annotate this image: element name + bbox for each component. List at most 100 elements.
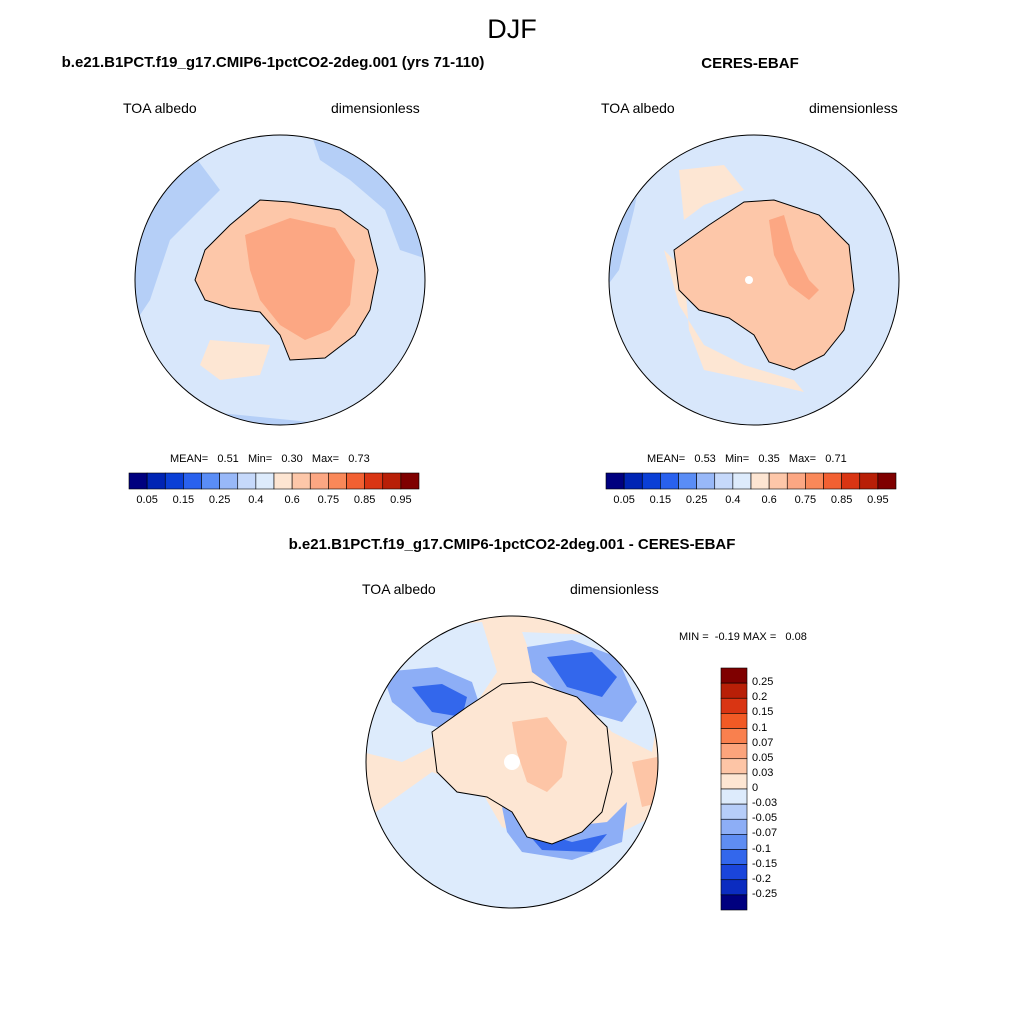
colorbar-label: 0.15 <box>172 494 195 506</box>
colorbar-swatch <box>678 472 697 490</box>
colorbar-swatch <box>732 472 752 490</box>
colorbar-swatch <box>309 472 329 490</box>
colorbar-swatch <box>146 472 166 490</box>
colorbar-label: -0.25 <box>752 887 778 900</box>
colorbar-swatch <box>623 472 643 490</box>
panel-1-stats: MEAN= 0.51 Min= 0.30 Max= 0.73 <box>170 453 370 465</box>
panel-2-map <box>608 134 900 426</box>
colorbar-swatch <box>255 472 275 490</box>
panel-2-colorbar-labels: 0.05 0.15 0.25 0.4 0.6 0.75 0.85 0.95 <box>605 494 897 508</box>
colorbar-label: -0.2 <box>752 872 771 885</box>
colorbar-swatch <box>823 472 842 490</box>
colorbar-swatch <box>720 773 748 790</box>
colorbar-swatch <box>273 472 293 490</box>
colorbar-swatch <box>768 472 788 490</box>
colorbar-swatch <box>400 472 420 490</box>
colorbar-label: 0.25 <box>752 676 774 689</box>
colorbar-label: 0.95 <box>867 494 889 506</box>
panel-2-units: dimensionless <box>809 100 898 116</box>
colorbar-swatch <box>237 472 257 490</box>
panel-2-variable: TOA albedo <box>601 100 675 116</box>
panel-2-colorbar <box>605 472 897 490</box>
colorbar-label: 0.85 <box>830 494 853 506</box>
panel-3-title: b.e21.B1PCT.f19_g17.CMIP6-1pctCO2-2deg.0… <box>288 536 736 553</box>
colorbar-swatch <box>382 472 402 490</box>
colorbar-label: 0.03 <box>752 766 774 779</box>
colorbar-swatch <box>720 697 748 714</box>
panel-3-units: dimensionless <box>570 581 659 597</box>
colorbar-label: 0.4 <box>248 494 264 506</box>
panel-1-map <box>134 134 426 426</box>
colorbar-swatch <box>859 472 879 490</box>
colorbar-swatch <box>720 879 748 896</box>
panel-1-title: b.e21.B1PCT.f19_g17.CMIP6-1pctCO2-2deg.0… <box>61 54 485 71</box>
colorbar-label: 0.95 <box>390 494 412 506</box>
colorbar-swatch <box>641 472 661 490</box>
panel-3-colorbar-labels: 0.25 0.2 0.15 0.1 0.07 0.05 0.03 0 -0.03 -0.05 -0.… <box>752 667 812 911</box>
colorbar-swatch <box>720 803 748 820</box>
panel-1-variable: TOA albedo <box>123 100 197 116</box>
colorbar-label: -0.15 <box>752 857 778 870</box>
colorbar-swatch <box>291 472 311 490</box>
colorbar-swatch <box>660 472 679 490</box>
colorbar-label: 0.25 <box>208 494 231 506</box>
colorbar-label: 0.15 <box>649 494 672 506</box>
colorbar-swatch <box>720 758 748 775</box>
colorbar-swatch <box>720 818 748 835</box>
panel-1-colorbar <box>128 472 420 490</box>
colorbar-label: 0.2 <box>752 691 768 704</box>
colorbar-swatch <box>720 849 748 865</box>
colorbar-label: 0.25 <box>685 494 708 506</box>
colorbar-label: -0.1 <box>752 842 771 855</box>
colorbar-label: 0.85 <box>353 494 376 506</box>
panel-2-title: CERES-EBAF <box>701 55 799 72</box>
colorbar-label: 0.75 <box>794 494 817 506</box>
colorbar-swatch <box>346 472 365 490</box>
colorbar-label: 0.75 <box>317 494 340 506</box>
colorbar-label: 0.6 <box>284 494 300 506</box>
colorbar-swatch <box>786 472 806 490</box>
panel-3-stats: MIN = -0.19 MAX = 0.08 <box>679 631 807 643</box>
colorbar-swatch <box>720 894 748 911</box>
colorbar-swatch <box>877 472 897 490</box>
colorbar-swatch <box>841 472 861 490</box>
colorbar-label: 0.4 <box>725 494 741 506</box>
panel-1-colorbar-labels: 0.05 0.15 0.25 0.4 0.6 0.75 0.85 0.95 <box>128 494 420 508</box>
colorbar-label: -0.03 <box>752 797 778 810</box>
panel-3-variable: TOA albedo <box>362 581 436 597</box>
colorbar-swatch <box>720 667 748 684</box>
colorbar-label: 0.05 <box>136 494 158 506</box>
colorbar-swatch <box>805 472 824 490</box>
colorbar-label: 0.07 <box>752 736 774 749</box>
colorbar-label: 0.15 <box>752 706 774 719</box>
colorbar-swatch <box>720 682 748 699</box>
colorbar-label: 0.05 <box>752 751 774 764</box>
colorbar-swatch <box>605 472 625 490</box>
colorbar-label: 0.6 <box>761 494 777 506</box>
panel-3-colorbar <box>720 667 748 911</box>
panel-1-units: dimensionless <box>331 100 420 116</box>
colorbar-swatch <box>164 472 184 490</box>
colorbar-swatch <box>720 864 748 881</box>
colorbar-swatch <box>720 788 748 805</box>
colorbar-swatch <box>720 834 748 850</box>
colorbar-swatch <box>128 472 148 490</box>
colorbar-swatch <box>750 472 770 490</box>
colorbar-swatch <box>201 472 220 490</box>
colorbar-swatch <box>364 472 384 490</box>
colorbar-label: 0.1 <box>752 721 768 734</box>
colorbar-label: -0.07 <box>752 827 778 840</box>
colorbar-label: 0 <box>752 782 759 794</box>
panel-3-map <box>365 615 659 909</box>
colorbar-swatch <box>720 713 748 729</box>
colorbar-label: 0.05 <box>613 494 635 506</box>
figure-title: DJF <box>487 14 537 44</box>
colorbar-swatch <box>328 472 347 490</box>
colorbar-swatch <box>720 743 748 760</box>
panel-2-stats: MEAN= 0.53 Min= 0.35 Max= 0.71 <box>647 453 847 465</box>
colorbar-swatch <box>696 472 716 490</box>
colorbar-swatch <box>183 472 202 490</box>
colorbar-label: -0.05 <box>752 812 778 825</box>
colorbar-swatch <box>714 472 734 490</box>
colorbar-swatch <box>720 728 748 744</box>
